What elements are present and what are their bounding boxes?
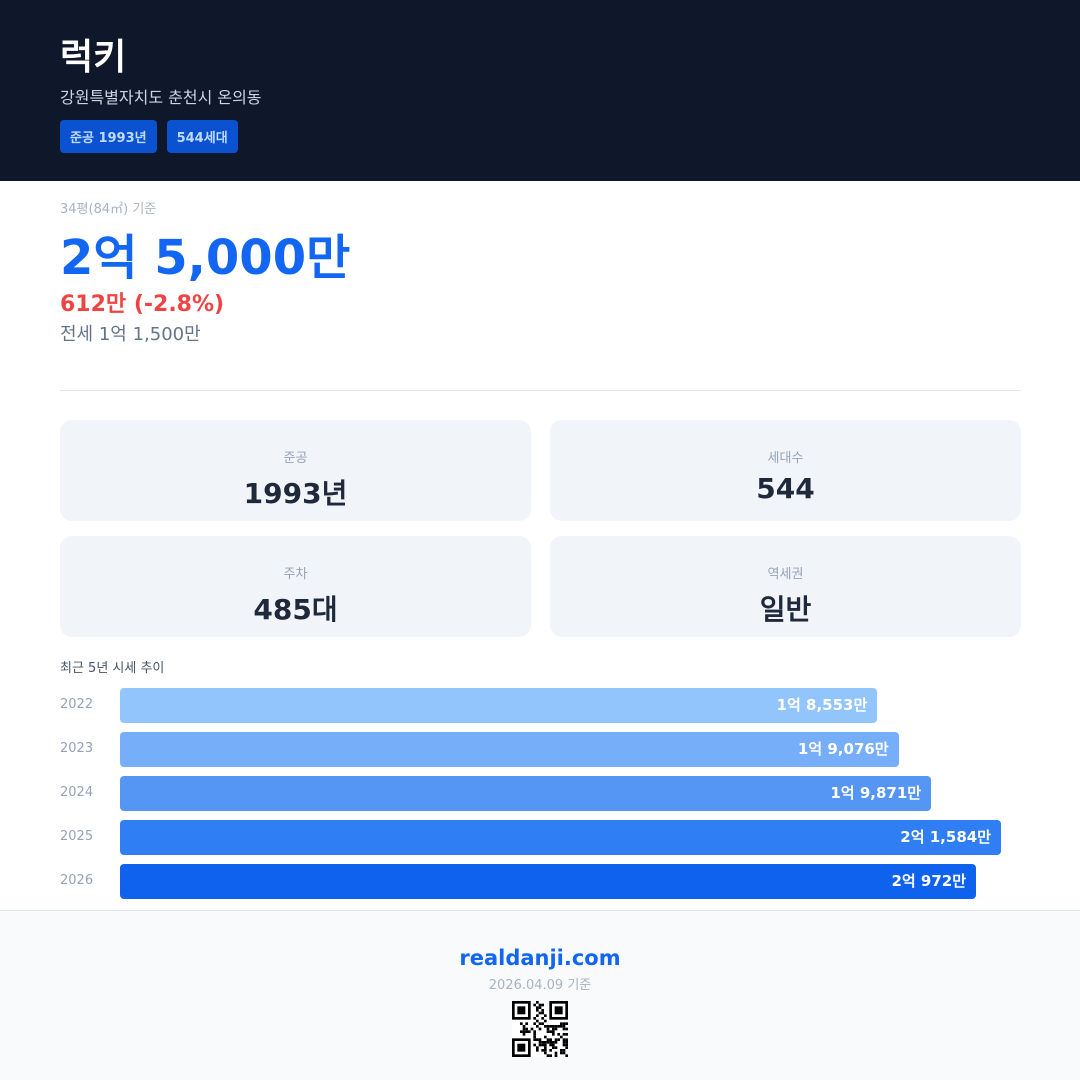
jeonse-price: 전세 1억 1,500만	[60, 324, 201, 345]
bar-2023: 1억 9,076만	[120, 732, 899, 767]
divider	[60, 390, 1021, 391]
card-value: 일반	[759, 593, 812, 626]
site-link[interactable]: realdanji.com	[459, 946, 621, 970]
households-badge: 544세대	[166, 120, 238, 153]
footer: realdanji.com 2026.04.09 기준	[0, 910, 1080, 1080]
built-year-badge: 준공 1993년	[60, 120, 157, 153]
card-label: 역세권	[767, 567, 804, 582]
card-value: 485대	[253, 593, 338, 626]
card-label: 준공	[283, 451, 308, 466]
bar-2022: 1억 8,553만	[120, 688, 878, 723]
price-basis: 34평(84㎡) 기준	[60, 202, 157, 217]
bar-2024: 1억 9,871만	[120, 776, 932, 811]
card-label: 세대수	[767, 451, 804, 466]
card-label: 주차	[283, 567, 308, 582]
year-label: 2022	[60, 697, 94, 712]
card-value: 1993년	[243, 477, 348, 510]
year-label: 2026	[60, 873, 94, 888]
card-households: 세대수 544	[550, 420, 1021, 521]
price-change: 612만 (-2.8%)	[60, 292, 225, 317]
year-label: 2024	[60, 785, 94, 800]
address: 강원특별자치도 춘천시 온의동	[60, 88, 262, 107]
qr-code-icon	[512, 1001, 568, 1057]
chart-row: 2025 2억 1,584만	[60, 820, 1020, 855]
card-parking: 주차 485대	[60, 536, 531, 637]
bar-2025: 2억 1,584만	[120, 820, 1001, 855]
chart-row: 2023 1억 9,076만	[60, 732, 1020, 767]
card-built: 준공 1993년	[60, 420, 531, 521]
card-value: 544	[756, 472, 815, 505]
chart-row: 2022 1억 8,553만	[60, 688, 1020, 723]
complex-title: 럭키	[60, 37, 127, 78]
chart-title: 최근 5년 시세 추이	[60, 661, 165, 676]
bar-2026: 2억 972만	[120, 864, 977, 899]
year-label: 2023	[60, 741, 94, 756]
year-label: 2025	[60, 829, 94, 844]
price-main: 2억 5,000만	[60, 230, 351, 286]
header: 럭키 강원특별자치도 춘천시 온의동 준공 1993년 544세대	[0, 0, 1080, 181]
chart-row: 2026 2억 972만	[60, 864, 1020, 899]
chart-row: 2024 1억 9,871만	[60, 776, 1020, 811]
reference-date: 2026.04.09 기준	[488, 978, 592, 993]
